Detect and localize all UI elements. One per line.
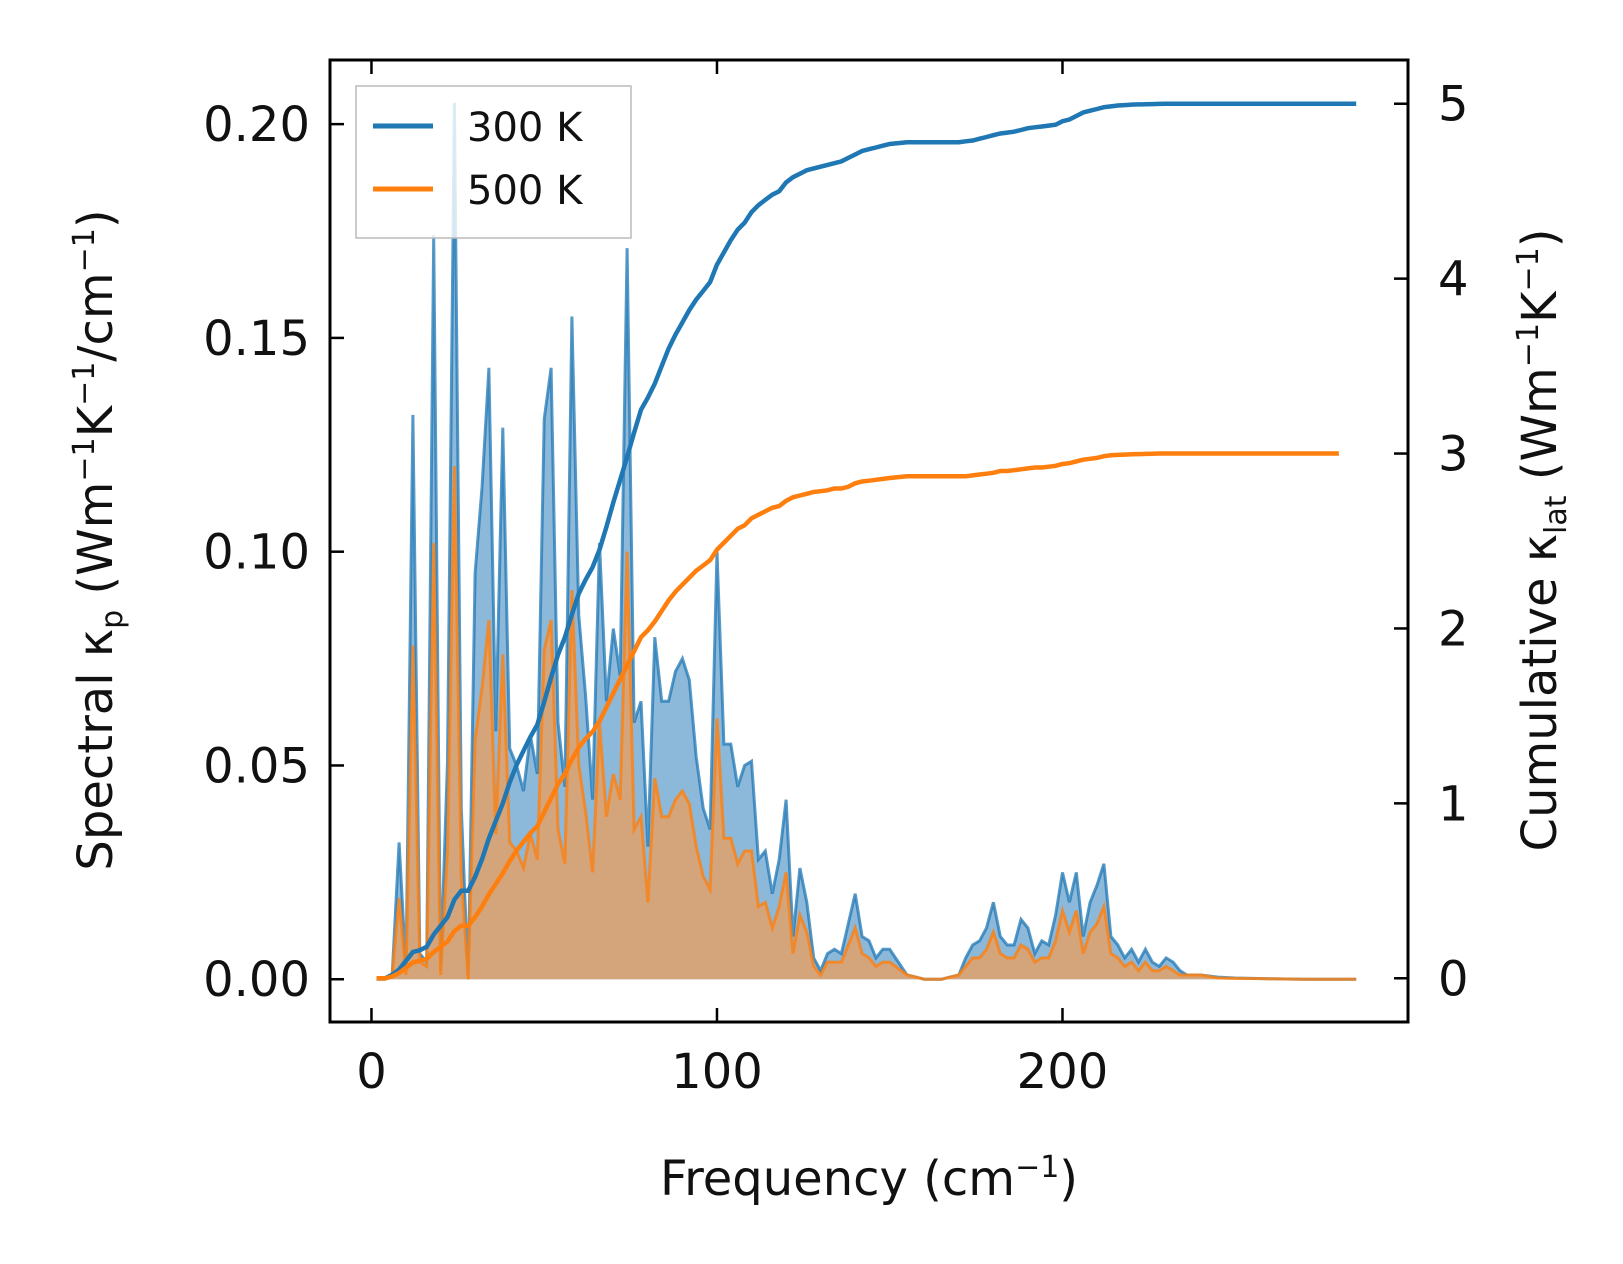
legend: 300 K 500 K	[355, 85, 632, 239]
y-right-tick-label: 0	[1438, 951, 1469, 1007]
y-left-tick-label: 0.00	[203, 952, 310, 1008]
cumulative-line-300k	[376, 101, 1357, 981]
y-right-axis-label: Cumulative κlat (Wm−1K−1)	[1511, 229, 1574, 852]
y-left-tick-label: 0.20	[203, 97, 310, 153]
y-right-tick-label: 5	[1438, 77, 1469, 133]
legend-label-300k: 300 K	[467, 105, 584, 151]
legend-box	[355, 85, 632, 239]
y-right-tick-label: 4	[1438, 252, 1469, 308]
y-left-tick-label: 0.05	[203, 738, 310, 794]
cumulative-line-500k	[376, 451, 1339, 981]
x-axis-ticks: 0 100 200	[356, 60, 1108, 1100]
y-left-tick-label: 0.15	[203, 311, 310, 367]
y-left-tick-label: 0.10	[203, 525, 310, 581]
legend-label-500k: 500 K	[467, 168, 584, 214]
spectral-area-500k	[376, 466, 1357, 980]
y-right-axis-ticks: 0 1 2 3 4 5	[1394, 77, 1469, 1007]
x-axis-label: Frequency (cm−1)	[660, 1150, 1078, 1207]
x-tick-label: 200	[1017, 1044, 1109, 1100]
y-right-tick-label: 3	[1438, 427, 1469, 483]
y-left-axis-ticks: 0.00 0.05 0.10 0.15 0.20	[203, 97, 344, 1008]
cumulative-layer	[376, 101, 1357, 981]
x-tick-label: 100	[671, 1044, 763, 1100]
y-left-axis-label: Spectral κp (Wm−1K−1/cm−1)	[67, 209, 130, 870]
y-right-tick-label: 2	[1438, 601, 1469, 657]
y-right-tick-label: 1	[1438, 776, 1469, 832]
plot-frame	[328, 58, 1410, 1024]
x-tick-label: 0	[356, 1044, 387, 1100]
